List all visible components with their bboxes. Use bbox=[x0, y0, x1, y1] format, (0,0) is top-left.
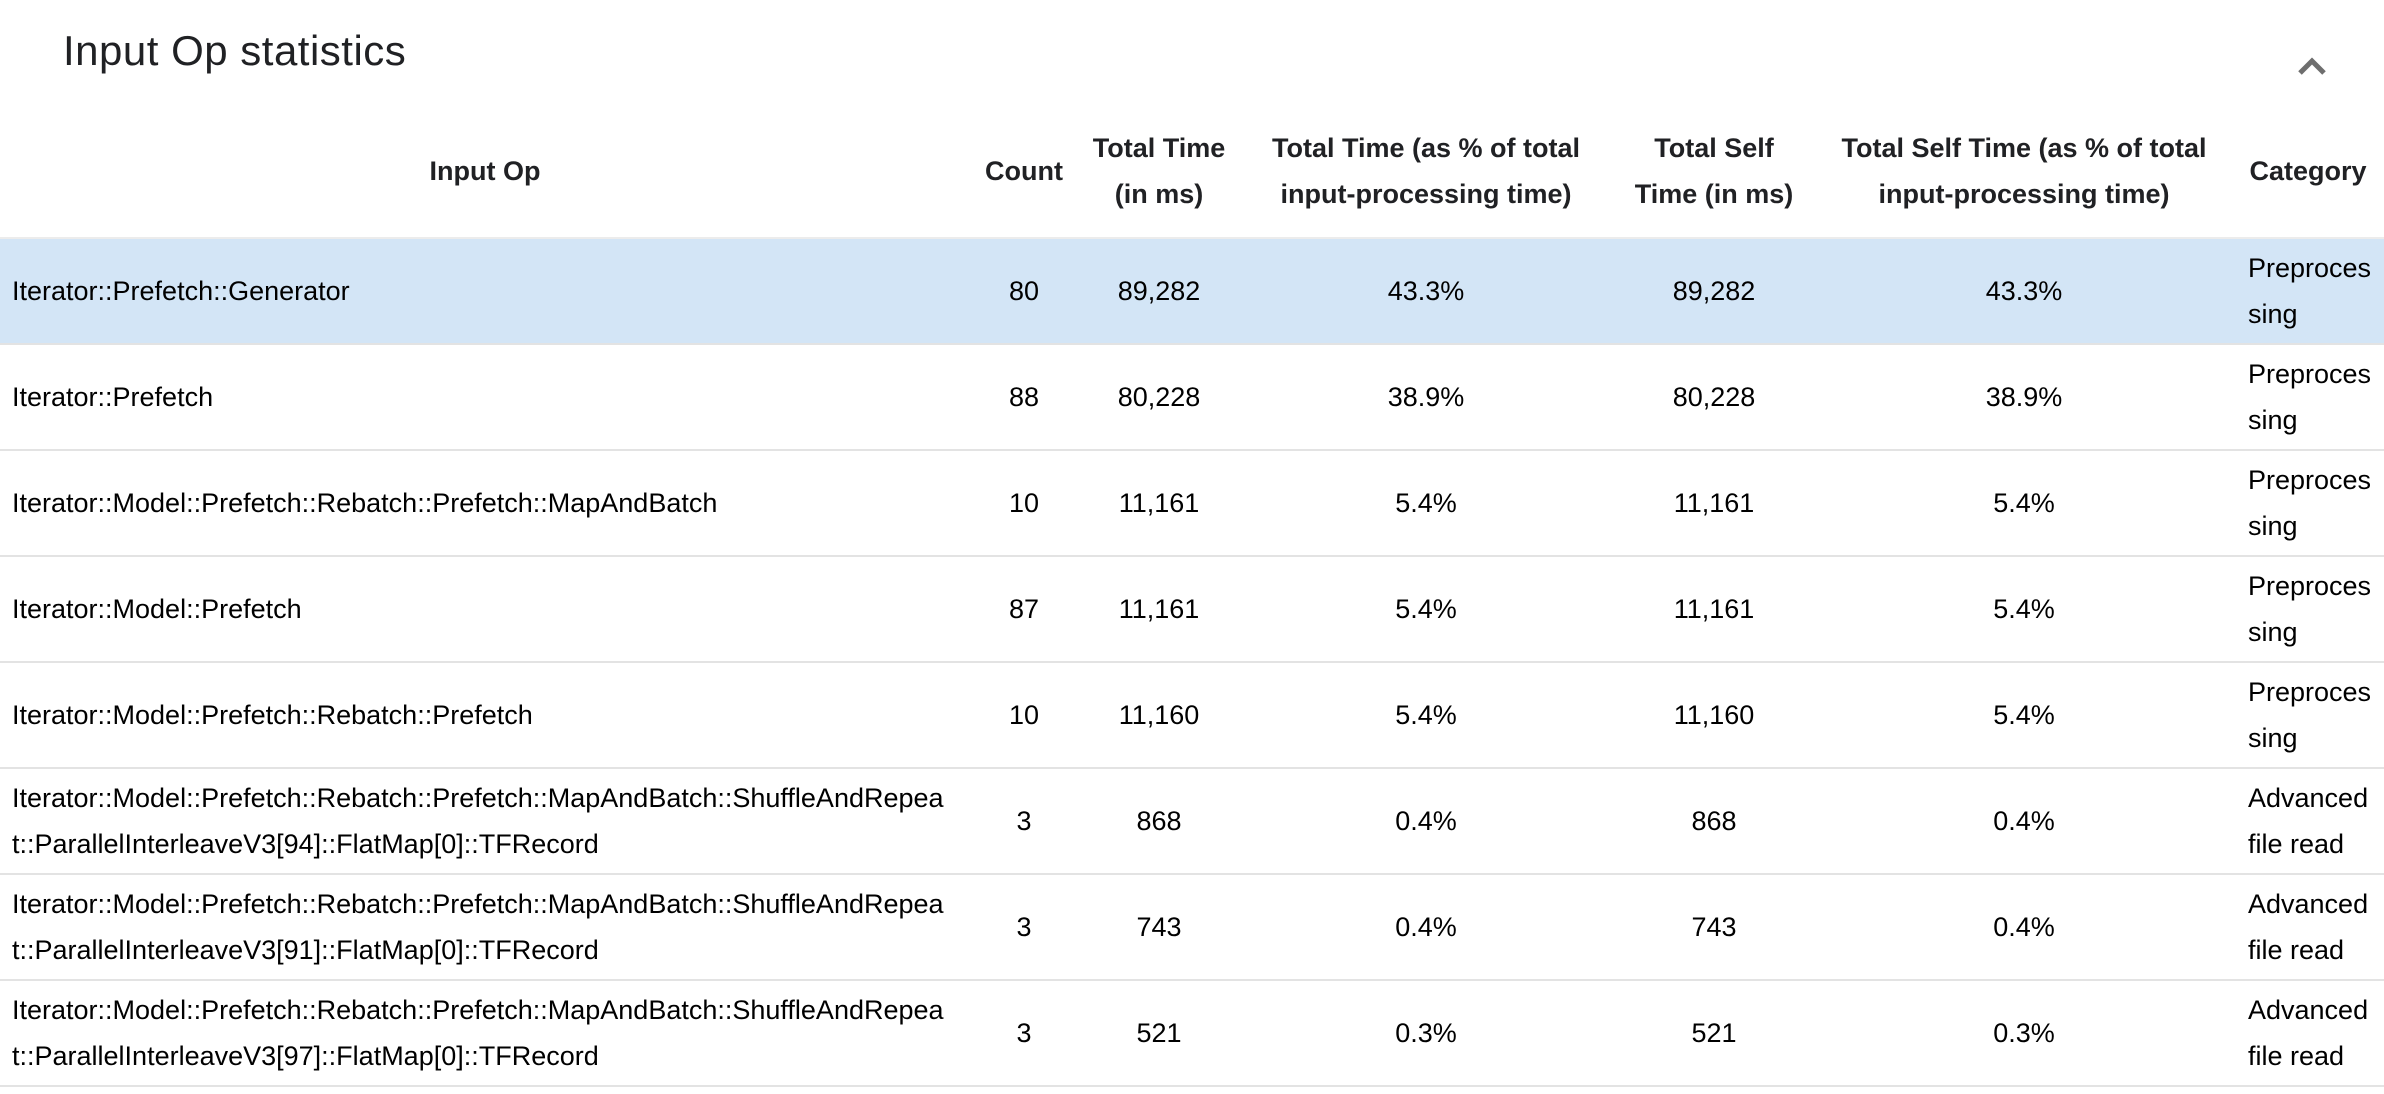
column-header-label: Count bbox=[985, 156, 1063, 186]
cell-category: Preprocessing bbox=[2248, 465, 2372, 541]
cell-total-self-time-pct: 0.4% bbox=[1993, 806, 2055, 836]
column-header-label: Total Self Time (as % of total bbox=[1841, 133, 2207, 163]
cell-category: Advanced file read bbox=[2248, 783, 2369, 859]
column-header-input-op[interactable]: Input Op bbox=[0, 105, 970, 237]
column-header-label: Category bbox=[2249, 156, 2367, 186]
cell-input-op: Iterator::Model::Prefetch::Rebatch::Pref… bbox=[12, 488, 718, 518]
table-row[interactable]: Iterator::Prefetch::Generator 80 89,282 … bbox=[0, 239, 2384, 345]
cell-input-op: Iterator::Model::Prefetch::Rebatch::Pref… bbox=[12, 783, 944, 859]
cell-count: 3 bbox=[1016, 806, 1032, 836]
cell-total-self-time-ms: 80,228 bbox=[1672, 382, 1756, 412]
cell-category: Preprocessing bbox=[2248, 253, 2372, 329]
cell-total-self-time-ms: 868 bbox=[1691, 806, 1737, 836]
cell-total-time-ms: 80,228 bbox=[1117, 382, 1201, 412]
cell-total-time-pct: 0.4% bbox=[1395, 806, 1457, 836]
cell-total-time-ms: 521 bbox=[1136, 1018, 1182, 1048]
cell-category: Preprocessing bbox=[2248, 571, 2372, 647]
table-row[interactable]: Iterator::Model::Prefetch::Rebatch::Pref… bbox=[0, 769, 2384, 875]
column-header-total-self-time-pct[interactable]: Total Self Time (as % of total input-pro… bbox=[1816, 105, 2232, 237]
cell-total-time-pct: 0.4% bbox=[1395, 912, 1457, 942]
cell-input-op: Iterator::Model::Prefetch bbox=[12, 594, 302, 624]
cell-input-op: Iterator::Model::Prefetch::Rebatch::Pref… bbox=[12, 700, 533, 730]
cell-total-time-ms: 89,282 bbox=[1117, 276, 1201, 306]
cell-total-time-ms: 11,161 bbox=[1118, 594, 1200, 624]
cell-total-self-time-pct: 5.4% bbox=[1993, 594, 2055, 624]
cell-input-op: Iterator::Prefetch::Generator bbox=[12, 276, 350, 306]
column-header-category[interactable]: Category bbox=[2232, 105, 2384, 237]
column-header-total-time[interactable]: Total Time (in ms) bbox=[1078, 105, 1240, 237]
chevron-up-icon bbox=[2298, 57, 2326, 75]
section-title: Input Op statistics bbox=[63, 27, 407, 74]
cell-count: 3 bbox=[1016, 1018, 1032, 1048]
column-header-total-self-time[interactable]: Total Self Time (in ms) bbox=[1612, 105, 1816, 237]
table-row[interactable]: Iterator::Model::Prefetch::Rebatch::Pref… bbox=[0, 663, 2384, 769]
cell-total-time-pct: 5.4% bbox=[1395, 700, 1457, 730]
column-header-label: Total Self bbox=[1654, 133, 1774, 163]
table-row[interactable]: Iterator::Model::Prefetch::Rebatch::Pref… bbox=[0, 451, 2384, 557]
cell-total-time-ms: 11,161 bbox=[1118, 488, 1200, 518]
table-row[interactable]: Iterator::Prefetch 88 80,228 38.9% 80,22… bbox=[0, 345, 2384, 451]
input-op-table: Input Op Count Total Time (in ms) Total … bbox=[0, 105, 2384, 1087]
table-header-row: Input Op Count Total Time (in ms) Total … bbox=[0, 105, 2384, 239]
column-header-label: Input Op bbox=[429, 156, 541, 186]
section-header: Input Op statistics bbox=[0, 0, 2384, 105]
cell-category: Preprocessing bbox=[2248, 677, 2372, 753]
table-body: Iterator::Prefetch::Generator 80 89,282 … bbox=[0, 239, 2384, 1087]
cell-count: 80 bbox=[1008, 276, 1040, 306]
cell-input-op: Iterator::Model::Prefetch::Rebatch::Pref… bbox=[12, 995, 944, 1071]
table-row[interactable]: Iterator::Model::Prefetch::Rebatch::Pref… bbox=[0, 875, 2384, 981]
cell-total-self-time-ms: 743 bbox=[1691, 912, 1737, 942]
column-header-label: Total Time (as % of total bbox=[1271, 133, 1581, 163]
cell-total-time-ms: 743 bbox=[1136, 912, 1182, 942]
cell-count: 88 bbox=[1008, 382, 1040, 412]
cell-total-self-time-pct: 43.3% bbox=[1985, 276, 2063, 306]
cell-total-self-time-ms: 11,161 bbox=[1673, 488, 1755, 518]
cell-total-time-ms: 868 bbox=[1136, 806, 1182, 836]
cell-count: 3 bbox=[1016, 912, 1032, 942]
cell-input-op: Iterator::Model::Prefetch::Rebatch::Pref… bbox=[12, 889, 944, 965]
table-row[interactable]: Iterator::Model::Prefetch 87 11,161 5.4%… bbox=[0, 557, 2384, 663]
cell-total-self-time-ms: 521 bbox=[1691, 1018, 1737, 1048]
cell-count: 87 bbox=[1008, 594, 1040, 624]
column-header-label: Total Time bbox=[1092, 133, 1226, 163]
cell-input-op: Iterator::Prefetch bbox=[12, 382, 214, 412]
cell-total-self-time-ms: 11,161 bbox=[1673, 594, 1755, 624]
cell-total-self-time-pct: 5.4% bbox=[1993, 488, 2055, 518]
cell-total-self-time-pct: 38.9% bbox=[1985, 382, 2063, 412]
cell-total-self-time-pct: 0.3% bbox=[1993, 1018, 2055, 1048]
cell-total-self-time-ms: 11,160 bbox=[1673, 700, 1755, 730]
cell-count: 10 bbox=[1008, 700, 1040, 730]
collapse-section-button[interactable] bbox=[2286, 40, 2338, 92]
cell-category: Advanced file read bbox=[2248, 995, 2369, 1071]
column-header-count[interactable]: Count bbox=[970, 105, 1078, 237]
cell-total-time-pct: 38.9% bbox=[1387, 382, 1465, 412]
cell-total-time-pct: 5.4% bbox=[1395, 594, 1457, 624]
cell-total-time-pct: 5.4% bbox=[1395, 488, 1457, 518]
cell-total-time-pct: 0.3% bbox=[1395, 1018, 1457, 1048]
cell-total-self-time-ms: 89,282 bbox=[1672, 276, 1756, 306]
cell-total-time-pct: 43.3% bbox=[1387, 276, 1465, 306]
cell-total-self-time-pct: 0.4% bbox=[1993, 912, 2055, 942]
cell-total-self-time-pct: 5.4% bbox=[1993, 700, 2055, 730]
column-header-total-time-pct[interactable]: Total Time (as % of total input-processi… bbox=[1240, 105, 1612, 237]
cell-category: Preprocessing bbox=[2248, 359, 2372, 435]
cell-total-time-ms: 11,160 bbox=[1118, 700, 1200, 730]
cell-count: 10 bbox=[1008, 488, 1040, 518]
cell-category: Advanced file read bbox=[2248, 889, 2369, 965]
table-row[interactable]: Iterator::Model::Prefetch::Rebatch::Pref… bbox=[0, 981, 2384, 1087]
